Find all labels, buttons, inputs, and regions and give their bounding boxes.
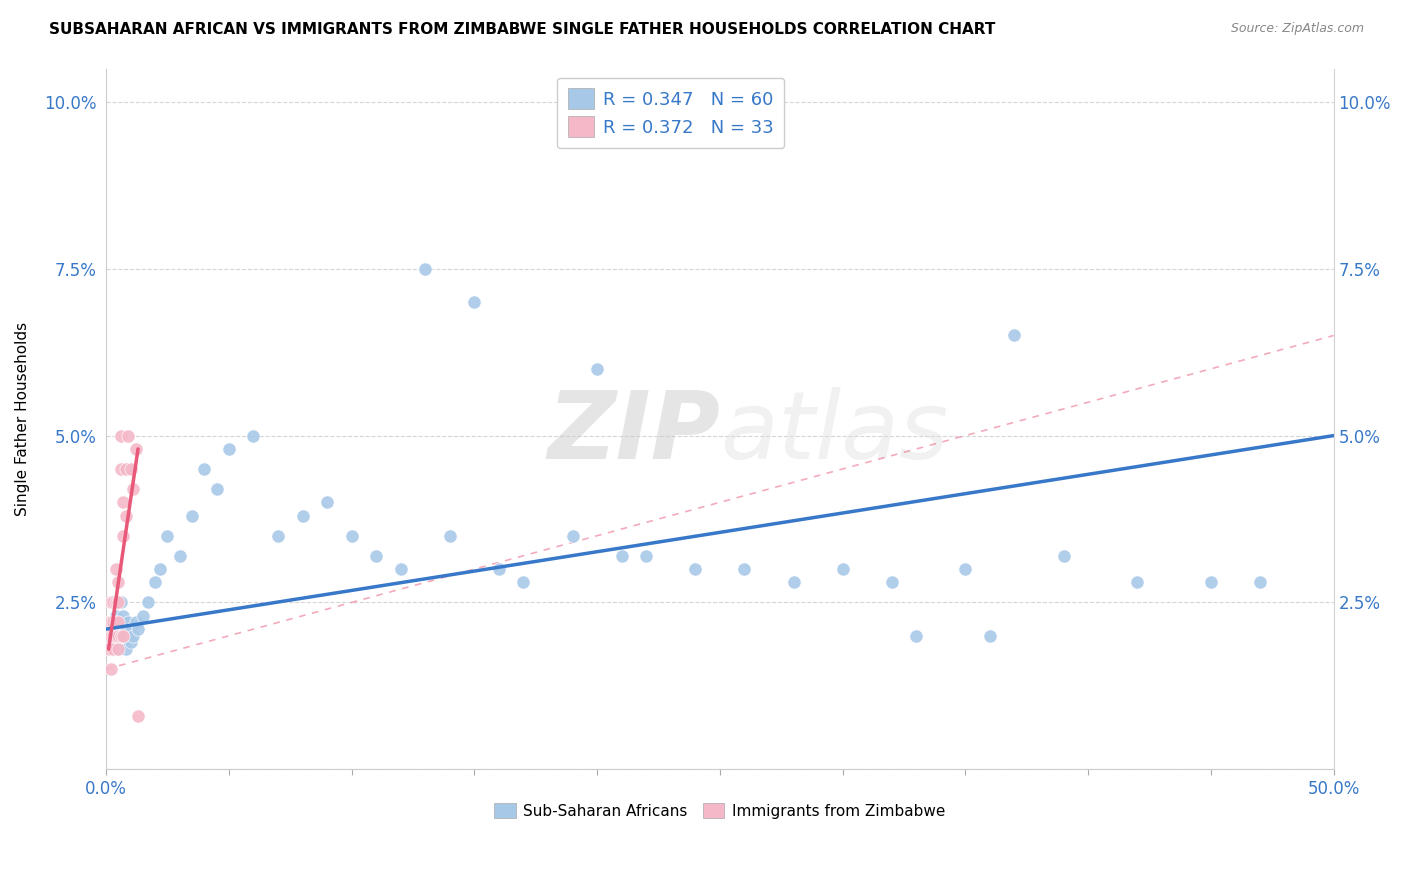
Point bbox=[97, 629, 120, 643]
Point bbox=[1199, 575, 1222, 590]
Point bbox=[100, 642, 122, 657]
Point bbox=[586, 362, 609, 376]
Y-axis label: Single Father Households: Single Father Households bbox=[15, 322, 30, 516]
Point bbox=[413, 261, 436, 276]
Point bbox=[1004, 328, 1026, 343]
Point bbox=[880, 575, 903, 590]
Legend: Sub-Saharan Africans, Immigrants from Zimbabwe: Sub-Saharan Africans, Immigrants from Zi… bbox=[488, 797, 952, 825]
Point bbox=[124, 442, 146, 456]
Point bbox=[389, 562, 412, 576]
Point bbox=[120, 462, 142, 476]
Point bbox=[103, 595, 125, 609]
Point bbox=[122, 629, 145, 643]
Point bbox=[512, 575, 534, 590]
Point bbox=[979, 629, 1001, 643]
Text: atlas: atlas bbox=[720, 387, 948, 478]
Point bbox=[100, 615, 122, 630]
Point bbox=[97, 642, 120, 657]
Point bbox=[340, 529, 363, 543]
Point bbox=[110, 629, 132, 643]
Point bbox=[905, 629, 928, 643]
Point bbox=[218, 442, 240, 456]
Point bbox=[103, 629, 125, 643]
Point bbox=[488, 562, 510, 576]
Point bbox=[104, 595, 127, 609]
Point bbox=[103, 595, 125, 609]
Point bbox=[112, 629, 135, 643]
Point bbox=[463, 295, 485, 310]
Point bbox=[100, 662, 122, 676]
Point bbox=[104, 562, 127, 576]
Point bbox=[107, 595, 129, 609]
Point bbox=[782, 575, 804, 590]
Point bbox=[1052, 549, 1074, 563]
Point bbox=[112, 495, 135, 509]
Point bbox=[561, 529, 583, 543]
Point bbox=[124, 615, 146, 630]
Point bbox=[110, 462, 132, 476]
Point bbox=[193, 462, 215, 476]
Point bbox=[112, 529, 135, 543]
Point bbox=[291, 508, 314, 523]
Point bbox=[181, 508, 204, 523]
Point bbox=[733, 562, 755, 576]
Text: ZIP: ZIP bbox=[547, 387, 720, 479]
Point bbox=[149, 562, 172, 576]
Point bbox=[112, 608, 135, 623]
Point bbox=[110, 428, 132, 442]
Point bbox=[103, 615, 125, 630]
Point bbox=[955, 562, 977, 576]
Point bbox=[104, 615, 127, 630]
Point bbox=[122, 482, 145, 496]
Point bbox=[127, 709, 149, 723]
Point bbox=[104, 629, 127, 643]
Point bbox=[104, 629, 127, 643]
Point bbox=[107, 575, 129, 590]
Point bbox=[132, 608, 155, 623]
Point bbox=[114, 462, 136, 476]
Point bbox=[267, 529, 290, 543]
Point bbox=[103, 615, 125, 630]
Point bbox=[97, 615, 120, 630]
Point bbox=[107, 622, 129, 636]
Point bbox=[636, 549, 658, 563]
Point bbox=[100, 629, 122, 643]
Point bbox=[114, 508, 136, 523]
Point bbox=[104, 608, 127, 623]
Point bbox=[242, 428, 264, 442]
Point bbox=[107, 629, 129, 643]
Point bbox=[366, 549, 388, 563]
Point bbox=[156, 529, 179, 543]
Point bbox=[112, 629, 135, 643]
Point bbox=[120, 635, 142, 649]
Point bbox=[107, 615, 129, 630]
Point bbox=[1249, 575, 1271, 590]
Point bbox=[117, 428, 139, 442]
Point bbox=[103, 642, 125, 657]
Point bbox=[110, 595, 132, 609]
Point bbox=[120, 622, 142, 636]
Point bbox=[114, 642, 136, 657]
Point bbox=[100, 595, 122, 609]
Point bbox=[107, 642, 129, 657]
Point bbox=[205, 482, 228, 496]
Point bbox=[97, 629, 120, 643]
Point bbox=[117, 629, 139, 643]
Point bbox=[831, 562, 853, 576]
Point bbox=[1126, 575, 1149, 590]
Point bbox=[610, 549, 633, 563]
Point bbox=[107, 642, 129, 657]
Point bbox=[439, 529, 461, 543]
Point bbox=[316, 495, 339, 509]
Point bbox=[136, 595, 159, 609]
Point bbox=[127, 622, 149, 636]
Text: SUBSAHARAN AFRICAN VS IMMIGRANTS FROM ZIMBABWE SINGLE FATHER HOUSEHOLDS CORRELAT: SUBSAHARAN AFRICAN VS IMMIGRANTS FROM ZI… bbox=[49, 22, 995, 37]
Text: Source: ZipAtlas.com: Source: ZipAtlas.com bbox=[1230, 22, 1364, 36]
Point bbox=[169, 549, 191, 563]
Point bbox=[685, 562, 707, 576]
Point bbox=[110, 615, 132, 630]
Point bbox=[117, 615, 139, 630]
Point bbox=[114, 622, 136, 636]
Point bbox=[143, 575, 166, 590]
